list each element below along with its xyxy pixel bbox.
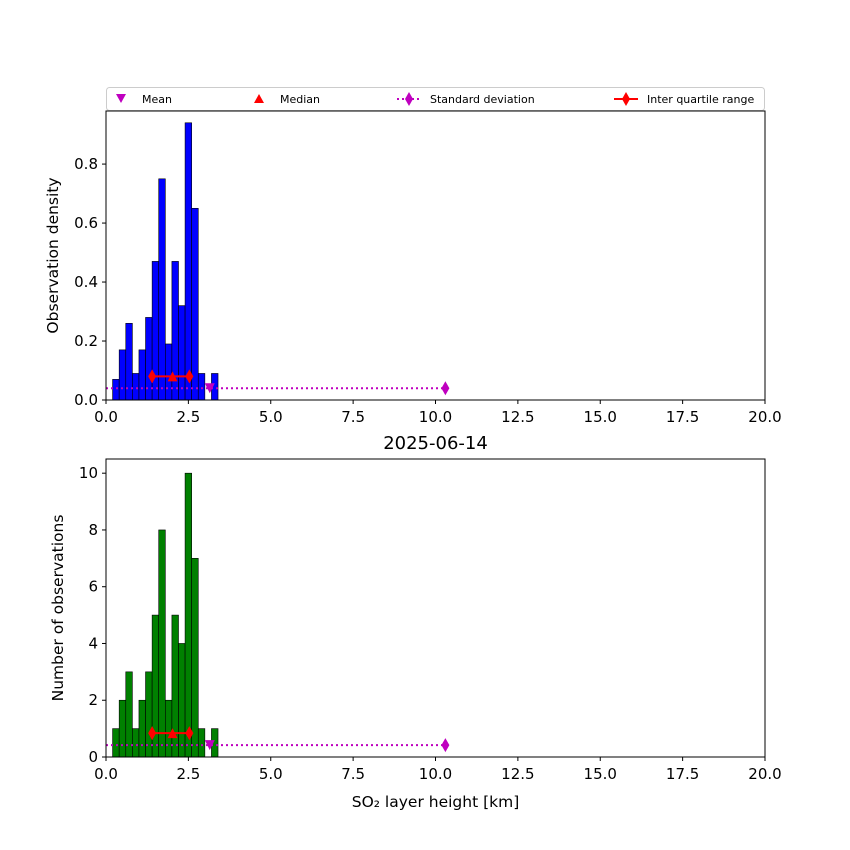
count-y-tick-label: 2	[88, 691, 98, 709]
count-bar	[178, 643, 186, 758]
density-bar	[197, 373, 206, 401]
count-iqr-low-marker	[148, 726, 157, 741]
density-y-ticks: 0.0 0.2 0.4 0.6 0.8	[74, 155, 106, 409]
count-bar	[112, 728, 120, 758]
legend-mean-marker	[116, 94, 126, 103]
density-iqr-low-marker	[148, 369, 157, 384]
legend-label-mean: Mean	[142, 93, 172, 106]
legend-item-iqr: Inter quartile range	[614, 92, 754, 106]
count-x-tick-label: 12.5	[501, 765, 534, 783]
density-y-tick-label: 0.4	[74, 273, 98, 291]
legend-label-std: Standard deviation	[430, 93, 535, 106]
density-bar	[132, 373, 140, 401]
density-bar	[178, 305, 186, 401]
count-mean-marker	[204, 740, 215, 751]
count-bar	[184, 472, 192, 758]
count-bar	[118, 699, 127, 758]
count-x-tick-label: 7.5	[341, 765, 365, 783]
density-x-tick-label: 2.5	[176, 408, 200, 426]
count-x-tick-label: 17.5	[666, 765, 699, 783]
density-x-tick-label: 5.0	[259, 408, 283, 426]
count-y-axis-label: Number of observations	[49, 515, 67, 702]
count-x-tick-label: 2.5	[176, 765, 200, 783]
count-x-axis-label: SO₂ layer height [km]	[352, 793, 520, 811]
density-x-tick-label: 17.5	[666, 408, 699, 426]
density-y-tick-label: 0.0	[74, 391, 98, 409]
density-x-tick-label: 7.5	[341, 408, 365, 426]
density-x-ticks: 0.0 2.5 5.0 7.5 10.0 12.5 15.0 17.5 20.0	[94, 400, 782, 426]
density-bar	[191, 208, 199, 401]
count-x-ticks: 0.0 2.5 5.0 7.5 10.0 12.5 15.0 17.5 20.0	[94, 757, 782, 783]
count-y-tick-label: 4	[88, 634, 98, 652]
count-x-tick-label: 5.0	[259, 765, 283, 783]
density-y-tick-label: 0.6	[74, 214, 98, 232]
density-stat-markers	[106, 369, 450, 396]
legend-item-std: Standard deviation	[397, 92, 535, 106]
density-iqr-high-marker	[185, 369, 194, 384]
count-bar	[197, 728, 206, 758]
count-y-tick-label: 8	[88, 521, 98, 539]
legend-label-iqr: Inter quartile range	[647, 93, 754, 106]
legend-item-mean: Mean	[116, 93, 172, 106]
count-histogram-panel: 2025-06-14 0.0 2.5 5.0 7.5 10.0 12.5 15.0 17.5 2…	[49, 433, 782, 811]
count-y-tick-label: 0	[88, 748, 98, 766]
legend-std-marker	[405, 92, 413, 106]
count-y-tick-label: 10	[79, 464, 98, 482]
count-bar	[132, 728, 140, 758]
density-x-tick-label: 0.0	[94, 408, 118, 426]
count-bars	[112, 472, 219, 758]
count-y-tick-label: 6	[88, 578, 98, 596]
count-bar	[165, 699, 173, 758]
density-y-axis-label: Observation density	[44, 177, 62, 333]
legend: Mean Median Standard deviation Inter qua…	[106, 87, 765, 111]
density-bar	[112, 379, 120, 401]
legend-median-marker	[254, 94, 264, 103]
density-x-tick-label: 15.0	[584, 408, 617, 426]
legend-iqr-marker	[622, 92, 630, 106]
density-x-tick-label: 12.5	[501, 408, 534, 426]
count-x-tick-label: 0.0	[94, 765, 118, 783]
count-stat-markers	[106, 726, 450, 753]
density-histogram-panel: 0.0 2.5 5.0 7.5 10.0 12.5 15.0 17.5 20.0 0.00.20…	[44, 110, 782, 426]
density-bar	[118, 349, 127, 401]
count-y-ticks: 0 2 4 6 8 10	[79, 464, 106, 766]
density-median-marker	[167, 371, 178, 382]
count-bar	[138, 699, 146, 758]
density-bar	[165, 343, 173, 401]
density-bar	[158, 178, 166, 401]
count-x-tick-label: 10.0	[419, 765, 452, 783]
density-x-tick-label: 10.0	[419, 408, 452, 426]
count-iqr-high-marker	[185, 726, 194, 741]
density-bar	[184, 122, 192, 401]
density-mean-marker	[204, 383, 215, 394]
legend-item-median: Median	[254, 93, 320, 106]
count-std-marker	[441, 738, 450, 753]
count-bar	[191, 558, 199, 758]
density-y-tick-label: 0.2	[74, 332, 98, 350]
density-y-tick-label: 0.8	[74, 155, 98, 173]
density-std-marker	[441, 381, 450, 396]
count-bar	[158, 529, 166, 758]
count-x-tick-label: 15.0	[584, 765, 617, 783]
count-median-marker	[167, 728, 178, 739]
count-plot-title: 2025-06-14	[383, 433, 488, 454]
density-bar	[138, 349, 146, 401]
count-x-tick-label: 20.0	[748, 765, 781, 783]
density-x-tick-label: 20.0	[748, 408, 781, 426]
legend-label-median: Median	[280, 93, 320, 106]
